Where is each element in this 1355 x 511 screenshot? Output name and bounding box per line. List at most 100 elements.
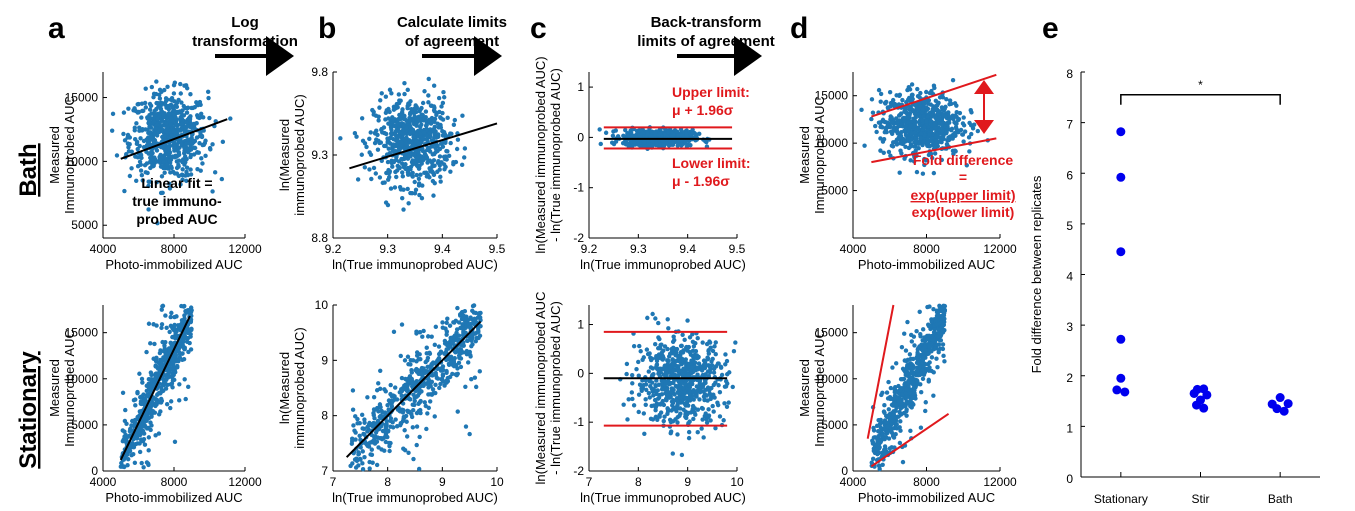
- data-point: [654, 391, 659, 397]
- data-point: [873, 123, 878, 129]
- data-point: [646, 369, 651, 374]
- data-point: [898, 148, 903, 153]
- y-axis-label: immunoprobed AUC): [292, 327, 307, 448]
- data-point: [932, 85, 937, 91]
- data-point: [177, 382, 182, 387]
- data-point: [184, 86, 190, 91]
- limit-line: [871, 137, 997, 164]
- data-point: [121, 110, 127, 115]
- data-point: [166, 103, 171, 109]
- data-point: [394, 397, 400, 402]
- data-point: [441, 129, 447, 135]
- data-point: [170, 357, 175, 362]
- data-point: [448, 169, 453, 174]
- data-point: [462, 146, 468, 151]
- data-point: [678, 349, 684, 355]
- data-point: [146, 448, 151, 453]
- fit-line: [349, 122, 498, 170]
- data-point: [176, 127, 182, 132]
- data-point: [191, 138, 197, 144]
- data-point: [717, 414, 723, 419]
- y-tick-label: -1: [573, 415, 584, 429]
- data-point: [428, 399, 433, 404]
- y-tick-label: -1: [573, 181, 584, 195]
- data-point: [155, 116, 160, 122]
- data-point: [367, 150, 372, 155]
- data-point: [156, 412, 162, 417]
- data-point: [172, 109, 178, 114]
- data-point: [160, 339, 165, 345]
- data-point: [919, 389, 924, 395]
- data-point: [203, 153, 208, 159]
- data-point: [430, 387, 436, 392]
- data-point: [922, 125, 927, 130]
- data-point: [961, 115, 966, 120]
- data-point: [930, 155, 935, 161]
- data-point: [869, 460, 874, 465]
- data-point: [187, 340, 192, 346]
- data-point: [451, 122, 457, 127]
- data-point: [402, 428, 407, 433]
- data-point: [626, 397, 631, 402]
- data-point: [636, 359, 641, 365]
- data-point: [388, 125, 394, 130]
- data-point: [155, 220, 160, 226]
- data-point: [132, 125, 137, 130]
- data-point: [391, 107, 397, 112]
- data-point: [695, 407, 701, 412]
- data-point: [630, 133, 636, 139]
- data-point: [159, 325, 164, 331]
- data-point: [906, 115, 911, 120]
- data-point: [889, 101, 895, 106]
- data-point: [177, 398, 182, 403]
- data-point: [674, 406, 680, 411]
- data-point: [662, 363, 667, 368]
- data-point: [635, 139, 641, 144]
- x-tick-label: 8: [384, 475, 391, 489]
- data-point: [385, 202, 391, 208]
- data-point: [177, 344, 182, 349]
- data-point: [168, 164, 174, 169]
- y-axis-label: Measured: [797, 126, 812, 184]
- data-point: [220, 139, 226, 145]
- data-point: [428, 166, 433, 171]
- data-point: [661, 142, 666, 147]
- data-point: [162, 348, 168, 353]
- data-point: [469, 338, 474, 343]
- data-point: [952, 148, 958, 153]
- data-point: [356, 451, 362, 457]
- data-point: [891, 127, 896, 133]
- panel-letter-b: b: [318, 12, 336, 45]
- data-point: [642, 431, 647, 437]
- data-point: [441, 154, 447, 160]
- data-point: [452, 355, 457, 361]
- data-point: [886, 149, 892, 155]
- data-point: [911, 159, 917, 164]
- x-tick-label: 4000: [90, 242, 117, 256]
- data-point: [462, 308, 468, 314]
- data-point: [138, 437, 144, 442]
- data-point: [167, 369, 172, 375]
- data-point: [189, 327, 194, 333]
- y-tick-label: 9.3: [311, 148, 328, 162]
- data-point: [414, 442, 419, 448]
- data-point: [110, 111, 116, 117]
- data-point: [141, 392, 146, 397]
- x-axis-label: ln(True immunoprobed AUC): [332, 257, 498, 272]
- x-axis-label: Photo-immobilized AUC: [105, 490, 242, 505]
- data-point: [199, 133, 205, 139]
- y-tick-label: 5000: [71, 218, 98, 232]
- data-point: [715, 402, 721, 408]
- data-point: [859, 107, 864, 113]
- y-tick-label: 10000: [815, 136, 849, 150]
- data-point: [631, 343, 637, 349]
- x-axis-label: Photo-immobilized AUC: [858, 257, 995, 272]
- data-point: [373, 171, 379, 176]
- data-point: [414, 424, 420, 429]
- data-point: [468, 354, 473, 359]
- data-point: [163, 148, 168, 153]
- data-point: [168, 314, 173, 320]
- data-point: [909, 95, 915, 101]
- data-point: [385, 402, 390, 408]
- data-point: [682, 401, 687, 406]
